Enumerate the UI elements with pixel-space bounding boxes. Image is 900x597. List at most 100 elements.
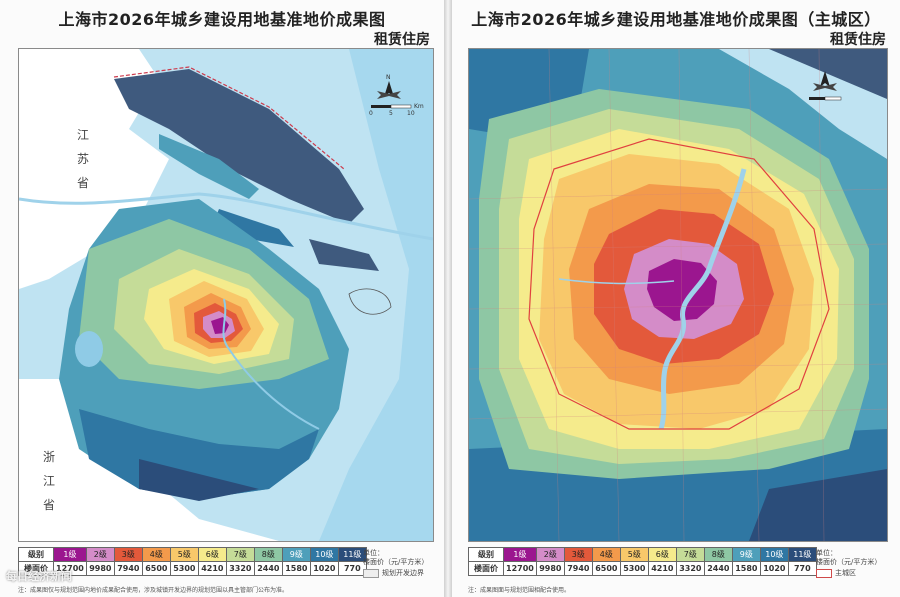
legend-level-cell: 3级 [113,547,143,562]
svg-text:10: 10 [407,110,415,117]
legend-level-cell: 4级 [591,547,621,562]
watermark: 每日经济新闻 [6,570,72,583]
shanghai-full-map: N 0 5 10 Km 江 苏 省 浙 江 省 [18,48,434,542]
map-canvas: N 0 5 10 Km 江 苏 省 浙 江 省 [19,49,433,541]
boundary-swatch-icon [816,568,832,578]
compass-rose-icon [813,71,837,91]
province-label-char: 省 [77,176,89,190]
legend-price-cell: 5300 [169,561,199,576]
price-legend: 级别 1级 2级 3级 4级 5级 6级 7级 8级 9级 10级 11级 楼面… [18,547,432,583]
compass-rose-icon: N [377,74,401,99]
province-label-char: 江 [77,128,89,142]
chongming-south [159,134,259,199]
huangpu-river [658,168,747,430]
level-11-zone [749,469,887,541]
legend-price-cell: 2440 [703,561,733,576]
legend-level-cell: 10级 [309,547,339,562]
suzhou-creek [558,278,675,285]
legend-price-cell: 6500 [591,561,621,576]
dianshan-lake [75,331,103,367]
legend-level-cell: 3级 [563,547,593,562]
province-label-char: 江 [43,474,55,488]
legend-price-cell: 12700 [53,561,87,576]
legend-boundary: 主城区 [816,568,856,578]
price-legend: 级别 1级 2级 3级 4级 5级 6级 7级 8级 9级 10级 11级 楼面… [468,547,886,583]
legend-price-label: 楼面价 [468,561,504,576]
left-map-page: 上海市2026年城乡建设用地基准地价成果图 租赁住房 [0,0,445,597]
legend-level-cell: 7级 [225,547,255,562]
legend-price-cell: 1580 [731,561,761,576]
legend-boundary-label: 规划开发边界 [382,569,424,577]
svg-text:5: 5 [389,110,393,117]
svg-text:N: N [386,74,391,81]
legend-price-cell: 5300 [619,561,649,576]
legend-price-cell: 4210 [197,561,227,576]
legend-level-cell: 8级 [703,547,733,562]
legend-price-cell: 1580 [281,561,311,576]
legend-price-cell: 4210 [647,561,677,576]
legend-price-cell: 1020 [309,561,339,576]
legend-level-cell: 10级 [759,547,789,562]
legend-price-cell: 1020 [759,561,789,576]
legend-level-cell: 9级 [281,547,311,562]
legend-price-cell: 3320 [675,561,705,576]
legend-level-cell: 8级 [253,547,283,562]
chongming-edge [769,49,887,99]
huangpu-river [222,298,320,430]
legend-level-cell: 4级 [141,547,171,562]
legend-boundary: 规划开发边界 [363,568,424,578]
page-subtitle: 租赁住房 [374,32,430,48]
legend-table: 级别 1级 2级 3级 4级 5级 6级 7级 8级 9级 10级 11级 楼面… [18,547,367,576]
legend-level-row: 级别 1级 2级 3级 4级 5级 6级 7级 8级 9级 10级 11级 [18,547,367,562]
legend-price-cell: 770 [337,561,367,576]
svg-text:Km: Km [414,103,424,110]
legend-price-cell: 770 [787,561,817,576]
page-subtitle: 租赁住房 [830,32,886,48]
legend-price-row: 楼面价 12700 9980 7940 6500 5300 4210 3320 … [18,561,367,576]
chongming-island [114,69,364,224]
shoal-outline [348,288,392,315]
book-gutter [444,0,452,597]
province-label-char: 苏 [77,152,89,166]
scale-bar: 0 5 10 Km [369,103,424,117]
boundary-swatch-icon [363,568,379,578]
svg-text:0: 0 [369,110,373,117]
boundary-line [113,66,345,170]
legend-price-cell: 9980 [85,561,115,576]
legend-price-row: 楼面价 12700 9980 7940 6500 5300 4210 3320 … [468,561,817,576]
legend-price-cell: 3320 [225,561,255,576]
map-footnote: 注：成果图仅与规划范围内地价成果配合使用，涉及城镇开发边界的规划范围以具主管部门… [18,587,289,594]
outer-ring-road [528,138,830,430]
legend-price-cell: 2440 [253,561,283,576]
legend-price-cell: 9980 [535,561,565,576]
legend-price-cell: 6500 [141,561,171,576]
legend-price-cell: 7940 [113,561,143,576]
legend-units: 单位： 楼面价（元/平方米） [816,549,882,566]
province-label-char: 浙 [43,450,55,464]
legend-level-cell: 1级 [503,547,537,562]
legend-boundary-label: 主城区 [835,569,856,577]
legend-level-label: 级别 [18,547,54,562]
east-china-sea [319,49,433,541]
legend-level-label: 级别 [468,547,504,562]
legend-level-cell: 2级 [85,547,115,562]
hengsha-island [309,239,379,271]
legend-price-cell: 12700 [503,561,537,576]
legend-level-cell: 6级 [197,547,227,562]
right-map-page: 上海市2026年城乡建设用地基准地价成果图（主城区） 租赁住房 [452,0,900,597]
legend-level-cell: 5级 [169,547,199,562]
coastal-south-zone [139,459,259,501]
legend-level-cell: 9级 [731,547,761,562]
yangtze-channel [19,192,433,241]
page-title: 上海市2026年城乡建设用地基准地价成果图 [58,10,386,29]
legend-price-label: 楼面价 [18,561,54,576]
street-grid [469,49,887,541]
scale-bar [809,96,842,101]
changxing-island [214,209,294,247]
main-urban-area-map [468,48,888,542]
legend-level-row: 级别 1级 2级 3级 4级 5级 6级 7级 8级 9级 10级 11级 [468,547,817,562]
legend-level-cell: 11级 [787,547,817,562]
map-footnote: 注：成果图面与规划范围相配合使用。 [468,587,571,594]
page-title: 上海市2026年城乡建设用地基准地价成果图（主城区） [471,10,881,29]
legend-level-cell: 6级 [647,547,677,562]
